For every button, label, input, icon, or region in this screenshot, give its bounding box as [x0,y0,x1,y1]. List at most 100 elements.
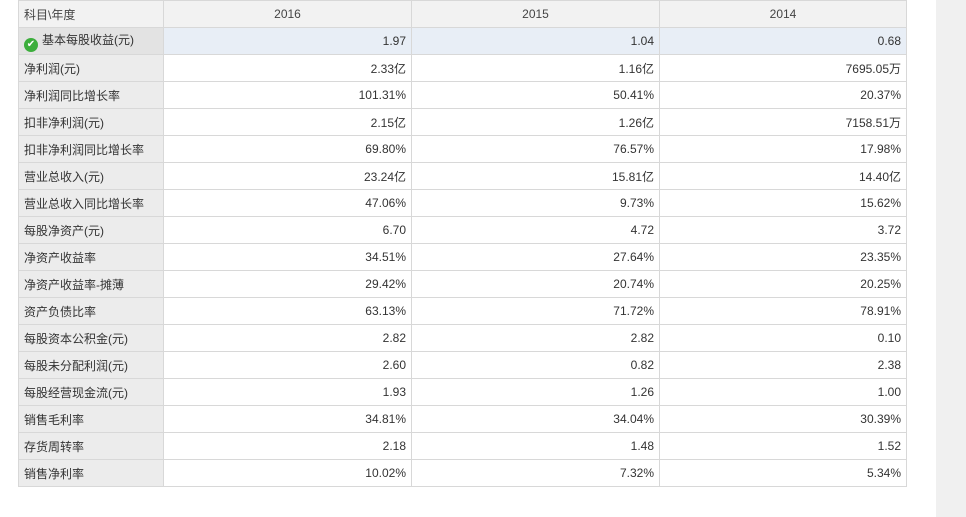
value-cell: 23.24亿 [163,162,412,190]
value-cell: 20.25% [659,270,907,298]
value-cell: 2.18 [163,432,412,460]
value-cell: 15.62% [659,189,907,217]
value-cell: 2.38 [659,351,907,379]
value-cell: 0.10 [659,324,907,352]
value-cell: 34.51% [163,243,412,271]
row-label: 扣非净利润(元) [24,115,104,130]
value-cell: 14.40亿 [659,162,907,190]
value-cell: 17.98% [659,135,907,163]
row-label: 净利润(元) [24,61,80,76]
row-label-cell: 净资产收益率-摊薄 [18,270,164,298]
value-cell: 78.91% [659,297,907,325]
table-row[interactable]: 销售净利率 10.02% 7.32% 5.34% [18,459,907,487]
row-label: 每股未分配利润(元) [24,358,128,373]
value-cell: 5.34% [659,459,907,487]
value-cell: 101.31% [163,81,412,109]
value-cell: 34.81% [163,405,412,433]
row-label-cell: 净利润(元) [18,54,164,82]
row-label: 净利润同比增长率 [24,88,121,103]
row-label: 净资产收益率-摊薄 [24,277,124,292]
table-row[interactable]: 每股净资产(元) 6.70 4.72 3.72 [18,216,907,244]
table-row[interactable]: 扣非净利润同比增长率 69.80% 76.57% 17.98% [18,135,907,163]
row-label: 每股经营现金流(元) [24,385,128,400]
value-cell: 3.72 [659,216,907,244]
row-label: 资产负债比率 [24,304,97,319]
value-cell: 0.82 [411,351,660,379]
header-year-2014[interactable]: 2014 [659,0,907,28]
value-cell: 63.13% [163,297,412,325]
table-row[interactable]: 净利润(元) 2.33亿 1.16亿 7695.05万 [18,54,907,82]
check-circle-icon: ✔ [24,37,38,52]
table-body: ✔ 基本每股收益(元) 1.97 1.04 0.68 净利润(元) 2.33亿 1.16亿 76… [18,27,907,487]
value-cell: 4.72 [411,216,660,244]
value-cell: 34.04% [411,405,660,433]
value-cell: 47.06% [163,189,412,217]
table-row[interactable]: 销售毛利率 34.81% 34.04% 30.39% [18,405,907,433]
row-label-cell: 每股经营现金流(元) [18,378,164,406]
row-label: 存货周转率 [24,439,85,454]
value-cell: 50.41% [411,81,660,109]
table-row[interactable]: 净资产收益率 34.51% 27.64% 23.35% [18,243,907,271]
value-cell: 1.26亿 [411,108,660,136]
table-row[interactable]: 资产负债比率 63.13% 71.72% 78.91% [18,297,907,325]
value-cell: 71.72% [411,297,660,325]
value-cell: 1.48 [411,432,660,460]
table-row[interactable]: 营业总收入同比增长率 47.06% 9.73% 15.62% [18,189,907,217]
value-cell: 1.00 [659,378,907,406]
value-cell: 2.60 [163,351,412,379]
value-cell: 1.16亿 [411,54,660,82]
table-row[interactable]: 每股未分配利润(元) 2.60 0.82 2.38 [18,351,907,379]
financial-indicators-table: 科目\年度 2016 2015 2014 ✔ 基本每股收益(元) 1.97 1.04 0… [18,0,907,487]
value-cell: 2.82 [163,324,412,352]
value-cell: 2.15亿 [163,108,412,136]
header-year-2015[interactable]: 2015 [411,0,660,28]
table-row[interactable]: 营业总收入(元) 23.24亿 15.81亿 14.40亿 [18,162,907,190]
row-label-cell: 存货周转率 [18,432,164,460]
table-header-row: 科目\年度 2016 2015 2014 [18,0,907,28]
value-cell: 7695.05万 [659,54,907,82]
row-label-cell: 营业总收入同比增长率 [18,189,164,217]
value-cell: 69.80% [163,135,412,163]
scrollbar-track[interactable] [936,0,966,517]
row-label: 每股资本公积金(元) [24,331,128,346]
value-cell: 9.73% [411,189,660,217]
value-cell: 20.37% [659,81,907,109]
row-label: 营业总收入同比增长率 [24,196,145,211]
row-label-cell: 扣非净利润(元) [18,108,164,136]
row-label-cell: 销售毛利率 [18,405,164,433]
value-cell: 2.33亿 [163,54,412,82]
row-label: 每股净资产(元) [24,223,104,238]
value-cell: 1.97 [163,27,412,55]
table-row[interactable]: 净利润同比增长率 101.31% 50.41% 20.37% [18,81,907,109]
value-cell: 10.02% [163,459,412,487]
table-row[interactable]: 每股资本公积金(元) 2.82 2.82 0.10 [18,324,907,352]
row-label-cell: 每股资本公积金(元) [18,324,164,352]
row-label: 净资产收益率 [24,250,97,265]
row-label-cell: ✔ 基本每股收益(元) [18,27,164,55]
row-label-cell: 资产负债比率 [18,297,164,325]
row-label-cell: 每股未分配利润(元) [18,351,164,379]
value-cell: 76.57% [411,135,660,163]
value-cell: 30.39% [659,405,907,433]
value-cell: 7.32% [411,459,660,487]
value-cell: 15.81亿 [411,162,660,190]
row-label-cell: 每股净资产(元) [18,216,164,244]
table-row[interactable]: 每股经营现金流(元) 1.93 1.26 1.00 [18,378,907,406]
value-cell: 1.93 [163,378,412,406]
table-row[interactable]: 净资产收益率-摊薄 29.42% 20.74% 20.25% [18,270,907,298]
value-cell: 0.68 [659,27,907,55]
header-label: 科目\年度 [18,0,164,28]
table-row[interactable]: 存货周转率 2.18 1.48 1.52 [18,432,907,460]
row-label-cell: 净资产收益率 [18,243,164,271]
value-cell: 20.74% [411,270,660,298]
row-label: 基本每股收益(元) [42,32,134,47]
value-cell: 29.42% [163,270,412,298]
table-row[interactable]: 扣非净利润(元) 2.15亿 1.26亿 7158.51万 [18,108,907,136]
row-label-cell: 销售净利率 [18,459,164,487]
value-cell: 2.82 [411,324,660,352]
table-row[interactable]: ✔ 基本每股收益(元) 1.97 1.04 0.68 [18,27,907,55]
value-cell: 1.26 [411,378,660,406]
value-cell: 6.70 [163,216,412,244]
header-year-2016[interactable]: 2016 [163,0,412,28]
